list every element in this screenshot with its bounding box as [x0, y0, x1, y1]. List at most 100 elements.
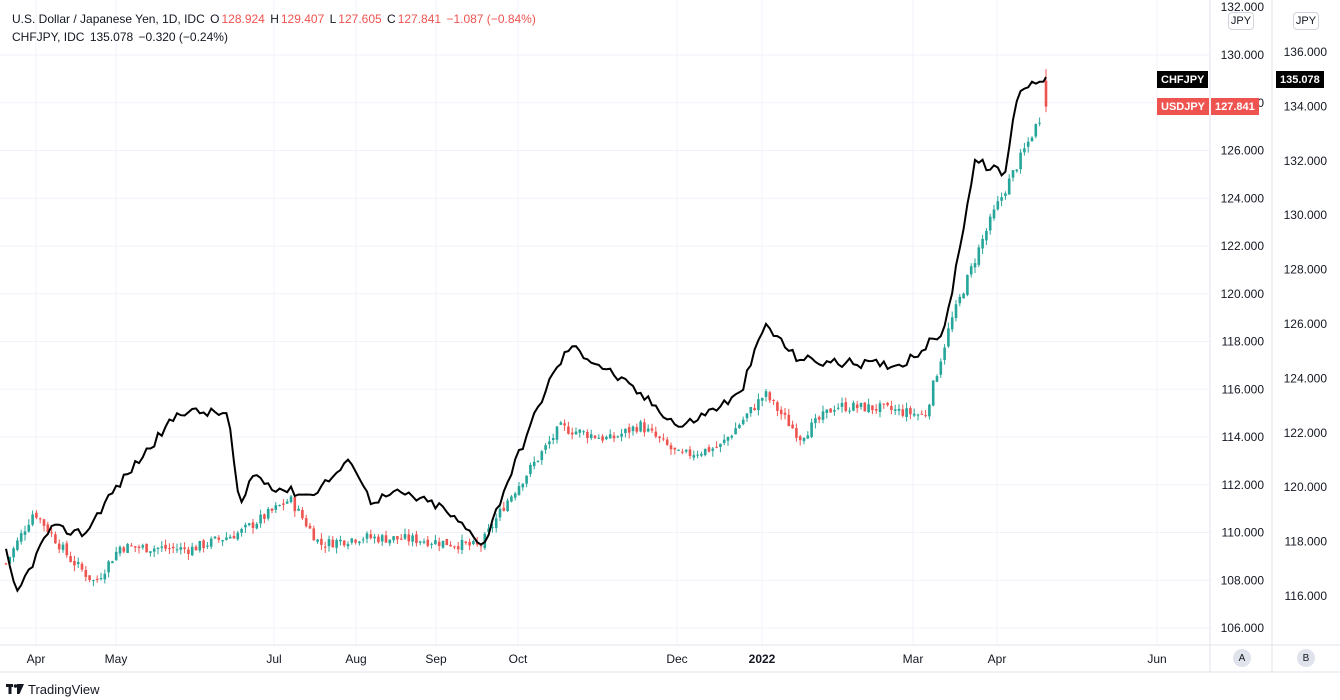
- usdjpy-candle: [76, 562, 80, 565]
- usdjpy-candle: [605, 436, 608, 440]
- usdjpy-candle: [536, 460, 540, 462]
- usdjpy-candle: [673, 447, 677, 450]
- usdjpy-candle: [529, 464, 532, 475]
- chfjpy-price-tag: 135.078: [1276, 71, 1324, 88]
- usdjpy-candle: [1011, 170, 1015, 178]
- usdjpy-candle: [202, 540, 205, 549]
- usdjpy-candle: [764, 391, 768, 397]
- usdjpy-candle: [453, 546, 456, 548]
- usdjpy-candle: [513, 493, 517, 498]
- usdjpy-candle: [361, 539, 365, 541]
- axis-b-scale-button[interactable]: B: [1297, 649, 1315, 667]
- usdjpy-candle: [491, 527, 494, 529]
- chfjpy-legend[interactable]: CHFJPY, IDC 135.078 −0.320 (−0.24%): [12, 30, 230, 44]
- usdjpy-candle: [817, 416, 821, 420]
- tradingview-logo[interactable]: TradingView: [6, 682, 100, 697]
- usdjpy-candle: [259, 514, 262, 524]
- usdjpy-candle: [396, 536, 399, 540]
- close-label: C: [387, 12, 396, 26]
- axis-a-tick-label: 112.000: [1222, 478, 1265, 492]
- usdjpy-candle: [988, 216, 992, 231]
- usdjpy-candle: [263, 514, 266, 519]
- usdjpy-candle: [312, 528, 316, 541]
- usdjpy-candle: [601, 436, 604, 441]
- usdjpy-candle: [821, 411, 825, 420]
- usdjpy-candle: [103, 573, 107, 580]
- usdjpy-candle: [206, 545, 209, 547]
- chfjpy-change: −0.320 (−0.24%): [138, 30, 228, 44]
- usdjpy-candle: [92, 580, 95, 582]
- usdjpy-candle: [741, 419, 745, 425]
- usdjpy-candle: [380, 535, 384, 542]
- usdjpy-candle: [593, 435, 597, 439]
- open-value: 128.924: [221, 12, 265, 26]
- axis-a-tick-label: 132.000: [1221, 0, 1265, 14]
- usdjpy-candle: [563, 423, 566, 426]
- usdjpy-candle: [35, 512, 38, 518]
- usdjpy-candle: [700, 453, 703, 456]
- time-axis-label: Apr: [988, 652, 1007, 666]
- usdjpy-candle: [187, 549, 190, 554]
- usdjpy-candle: [456, 546, 460, 550]
- usdjpy-candle: [244, 524, 247, 528]
- usdjpy-candle: [84, 570, 88, 577]
- usdjpy-candle: [749, 407, 753, 414]
- usdjpy-candle: [540, 451, 544, 461]
- usdjpy-candle: [16, 540, 19, 550]
- usdjpy-candle: [646, 428, 650, 432]
- usdjpy-candle: [12, 548, 15, 558]
- axis-b-tick-label: 120.000: [1284, 480, 1328, 494]
- brand-name: TradingView: [28, 682, 100, 697]
- axis-b-tick-label: 126.000: [1284, 317, 1328, 331]
- usdjpy-candle: [107, 561, 110, 573]
- usdjpy-candle: [133, 546, 137, 548]
- usdjpy-legend[interactable]: U.S. Dollar / Japanese Yen, 1D, IDC O 128…: [12, 12, 538, 26]
- price-axis-a[interactable]: 130.000128.000126.000124.000122.000120.0…: [1221, 0, 1265, 635]
- usdjpy-candle: [38, 518, 42, 520]
- usdjpy-candle: [183, 547, 186, 550]
- usdjpy-candle: [620, 433, 623, 437]
- usdjpy-candle: [897, 408, 901, 411]
- usdjpy-candle: [692, 455, 696, 458]
- usdjpy-candle: [829, 408, 832, 413]
- usdjpy-candle: [392, 536, 395, 541]
- usdjpy-candle: [738, 424, 741, 429]
- axis-a-tick-label: 130.000: [1221, 48, 1265, 62]
- usdjpy-candle: [240, 528, 243, 533]
- usdjpy-candle: [27, 524, 31, 532]
- usdjpy-candle: [377, 536, 380, 543]
- usdjpy-candle: [627, 427, 631, 433]
- usdjpy-candle: [863, 402, 867, 412]
- usdjpy-candle: [418, 541, 422, 543]
- usdjpy-candle: [350, 538, 354, 543]
- usdjpy-candle: [1007, 178, 1011, 195]
- usdjpy-candle: [251, 522, 255, 528]
- usdjpy-candle: [209, 538, 213, 547]
- time-axis[interactable]: Apr May Jul Aug Sep Oct Dec 2022 Mar Apr Jun: [27, 652, 1167, 666]
- axis-a-unit-button[interactable]: JPY: [1228, 12, 1254, 30]
- usdjpy-candle: [836, 407, 840, 409]
- usdjpy-candle: [88, 575, 91, 580]
- usdjpy-candle: [939, 361, 943, 375]
- usdjpy-candle: [149, 551, 152, 553]
- axis-a-tick-label: 110.000: [1222, 526, 1265, 540]
- axis-b-unit-button[interactable]: JPY: [1293, 12, 1319, 30]
- usdjpy-candle: [981, 238, 984, 249]
- usdjpy-candle: [19, 533, 23, 542]
- usdjpy-candle: [320, 538, 323, 545]
- axis-a-scale-button[interactable]: A: [1233, 649, 1251, 667]
- usdjpy-candle: [544, 445, 547, 450]
- usdjpy-candle: [449, 544, 452, 547]
- usdjpy-candle: [111, 561, 114, 564]
- usdjpy-candle: [304, 518, 308, 527]
- usdjpy-candle: [190, 546, 194, 556]
- usdjpy-candle: [703, 448, 707, 456]
- usdjpy-candle: [130, 545, 133, 547]
- price-axis-b[interactable]: 136.000 134.000 132.000 130.000 128.000 126.0…: [1284, 45, 1328, 603]
- usdjpy-candle: [327, 539, 331, 547]
- axis-a-tick-label: 120.000: [1221, 287, 1265, 301]
- usdjpy-candles: [4, 69, 1048, 587]
- usdjpy-candle: [126, 543, 129, 553]
- usdjpy-candle: [1019, 152, 1022, 170]
